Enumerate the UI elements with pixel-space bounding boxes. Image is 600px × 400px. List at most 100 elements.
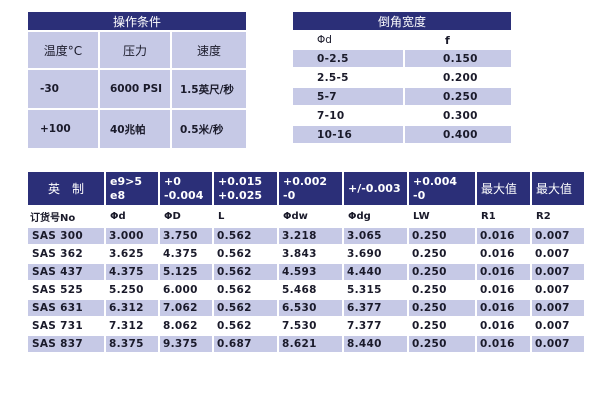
spec-label-order-no: 订货号No [30,212,76,224]
order-number-cell: SAS 731 [32,320,83,332]
spec-header-order-no-line-1: 英 制 [47,181,84,196]
spec-value-r1: 0.016 [477,228,530,244]
spec-value-D: 8.062 [163,320,198,332]
spec-value-r1: 0.016 [480,248,515,260]
chamfer-range-4: 7-10 [317,109,345,122]
pressure-value-2: 40兆帕 [100,110,170,148]
spec-value-dw: 5.468 [282,284,317,296]
spec-value-d: 7.312 [109,320,144,332]
spec-value-D: 6.000 [163,284,198,296]
spec-header-lw-line-2: -0 [413,188,426,202]
spec-value-r2: 0.007 [532,264,584,280]
spec-value-L: 0.562 [217,248,252,260]
spec-value-lw: 0.250 [412,320,447,332]
spec-value-d: 4.375 [106,264,158,280]
spec-header-lw: +0.004 -0 [409,172,475,205]
speed-value-1: 1.5英尺/秒 [172,70,246,108]
spec-value-d: 6.312 [106,300,158,316]
spec-value-dw: 7.530 [282,320,317,332]
spec-value-dg: 4.440 [344,264,407,280]
pressure-value-1: 6000 PSI [100,70,170,108]
spec-header-r2-line-1: 最大值 [536,181,573,196]
chamfer-f-4: 0.300 [443,109,478,122]
spec-value-L: 0.562 [214,264,277,280]
spec-value-dw: 8.621 [279,336,342,352]
chamfer-range-1: 0-2.5 [293,50,403,67]
spec-header-dw-line-2: -0 [283,188,296,202]
spec-label-lw: LW [413,210,430,222]
chamfer-f-2: 0.200 [443,71,478,84]
chamfer-range-2: 2.5-5 [317,71,349,84]
spec-header-d: e9>5 e8 [106,172,158,205]
spec-value-L: 0.562 [217,320,252,332]
spec-value-r1: 0.016 [480,320,515,332]
spec-value-r2: 0.007 [532,300,584,316]
order-number-cell: SAS 300 [28,228,104,244]
spec-value-r2: 0.007 [535,284,570,296]
spec-header-dg: +/-0.003 [344,172,407,205]
spec-value-L: 0.687 [214,336,277,352]
chamfer-width-title: 倒角宽度 [293,12,511,30]
spec-value-lw: 0.250 [412,284,447,296]
spec-value-dg: 7.377 [347,320,382,332]
spec-label-L: L [218,210,225,222]
chamfer-f-1: 0.150 [405,50,511,67]
order-number-cell: SAS 437 [28,264,104,280]
spec-value-lw: 0.250 [409,336,475,352]
speed-header: 速度 [172,32,246,68]
spec-value-D: 3.750 [160,228,212,244]
spec-value-r1: 0.016 [477,300,530,316]
spec-value-dg: 8.440 [344,336,407,352]
spec-value-r1: 0.016 [480,284,515,296]
spec-value-L: 0.562 [214,228,277,244]
chamfer-f-5: 0.400 [405,126,511,143]
spec-value-r2: 0.007 [535,248,570,260]
spec-value-dg: 5.315 [347,284,382,296]
speed-value-2: 0.5米/秒 [172,110,246,148]
spec-value-r2: 0.007 [532,228,584,244]
spec-value-D: 7.062 [160,300,212,316]
spec-value-D: 4.375 [163,248,198,260]
spec-value-r2: 0.007 [532,336,584,352]
spec-header-dg-line-1: +/-0.003 [348,181,401,195]
operating-conditions-title: 操作条件 [28,12,246,30]
f-header: f [445,33,450,47]
spec-value-dg: 3.065 [344,228,407,244]
chamfer-range-3: 5-7 [293,88,403,105]
diameter-header: Φd [317,34,332,46]
spec-value-L: 0.562 [214,300,277,316]
spec-value-dw: 3.218 [279,228,342,244]
spec-header-D-line-2: -0.004 [164,188,204,202]
spec-value-d: 5.250 [109,284,144,296]
spec-value-dw: 4.593 [279,264,342,280]
spec-value-lw: 0.250 [409,264,475,280]
spec-value-r1: 0.016 [477,264,530,280]
temp-value-2: +100 [28,110,98,148]
spec-label-r1: R1 [481,210,496,222]
temp-value-1: -30 [28,70,98,108]
order-number-cell: SAS 362 [32,248,83,260]
spec-label-r2: R2 [536,210,551,222]
spec-header-d-line-1: e9>5 [110,174,142,188]
spec-value-dw: 6.530 [279,300,342,316]
spec-header-D-line-1: +0 [164,174,181,188]
spec-header-r1: 最大值 [477,172,530,205]
spec-label-d: Φd [110,210,126,222]
spec-value-dw: 3.843 [282,248,317,260]
spec-value-lw: 0.250 [412,248,447,260]
spec-value-L: 0.562 [217,284,252,296]
spec-value-r1: 0.016 [477,336,530,352]
spec-value-D: 9.375 [160,336,212,352]
spec-header-dw-line-1: +0.002 [283,174,328,188]
spec-header-dw: +0.002 -0 [279,172,342,205]
spec-header-r1-line-1: 最大值 [481,181,518,196]
temperature-header: 温度°C [28,32,98,68]
spec-label-dg: Φdg [348,210,371,222]
spec-value-d: 8.375 [106,336,158,352]
spec-value-dg: 3.690 [347,248,382,260]
spec-value-dg: 6.377 [344,300,407,316]
spec-value-D: 5.125 [160,264,212,280]
spec-value-lw: 0.250 [409,300,475,316]
chamfer-range-5: 10-16 [293,126,403,143]
chamfer-f-3: 0.250 [405,88,511,105]
